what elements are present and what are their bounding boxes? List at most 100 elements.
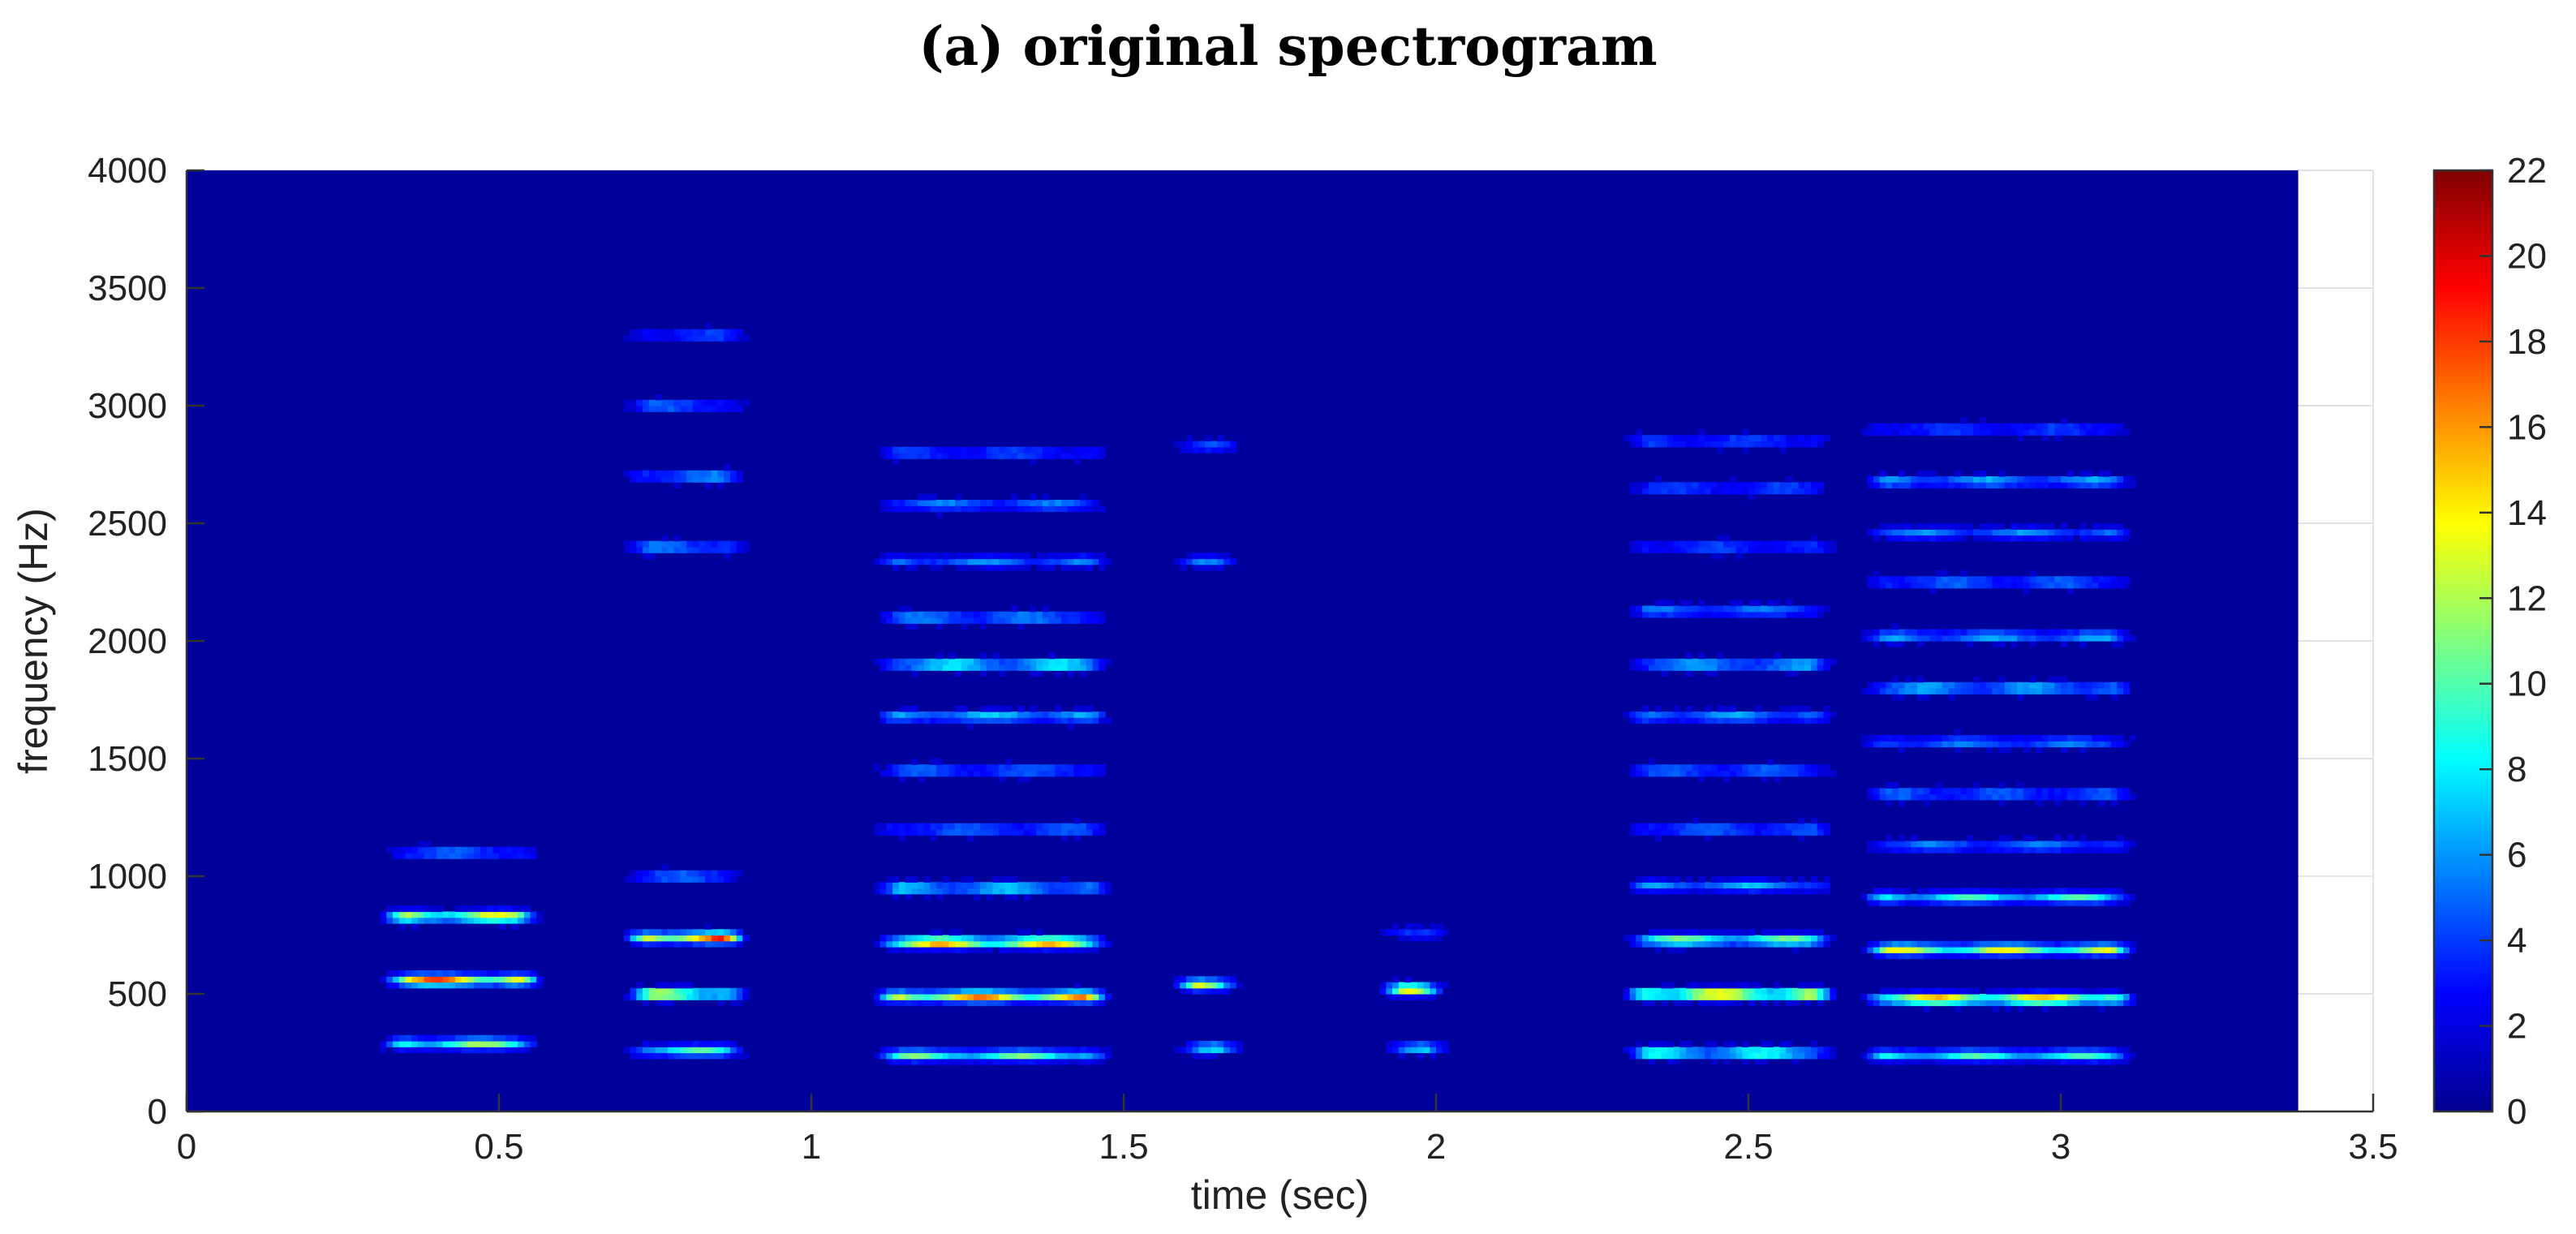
heatmap-cell <box>961 1058 969 1065</box>
heatmap-cell <box>1055 1000 1062 1007</box>
heatmap-cell <box>1636 435 1643 442</box>
heatmap-cell <box>624 929 631 936</box>
heatmap-cell <box>1798 664 1805 671</box>
heatmap-cell <box>518 976 525 983</box>
heatmap-cell <box>898 764 906 772</box>
heatmap-cell <box>1936 681 1943 689</box>
heatmap-cell <box>511 1034 518 1042</box>
heatmap-cell <box>667 987 675 995</box>
heatmap-cell <box>942 1058 949 1065</box>
heatmap-cell <box>967 712 974 718</box>
heatmap-cell <box>686 470 694 477</box>
heatmap-cell <box>1661 600 1668 607</box>
heatmap-cell <box>942 617 949 624</box>
heatmap-cell <box>1942 688 1949 694</box>
heatmap-cell <box>430 1041 437 1047</box>
heatmap-cell <box>936 893 944 901</box>
heatmap-cell <box>736 987 743 995</box>
heatmap-cell <box>1773 611 1781 618</box>
heatmap-cell <box>1223 441 1231 448</box>
heatmap-cell <box>1710 658 1718 665</box>
heatmap-cell <box>942 882 949 889</box>
heatmap-cell <box>486 970 493 977</box>
heatmap-cell <box>1804 770 1812 777</box>
heatmap-cell <box>1892 423 1899 430</box>
heatmap-cell <box>1636 994 1643 1000</box>
heatmap-cell <box>2079 987 2087 995</box>
heatmap-cell <box>1898 429 1906 436</box>
heatmap-cell <box>2054 1058 2062 1065</box>
heatmap-cell <box>736 329 743 336</box>
heatmap-cell <box>1217 987 1224 995</box>
heatmap-cell <box>1735 553 1743 560</box>
heatmap-cell <box>1886 846 1893 853</box>
heatmap-cell <box>1748 493 1756 501</box>
heatmap-cell <box>905 1000 912 1007</box>
heatmap-cell <box>630 994 637 1000</box>
heatmap-cell <box>1973 940 1980 948</box>
heatmap-cell <box>2066 888 2074 895</box>
heatmap-cell <box>1666 611 1675 618</box>
heatmap-cell <box>1648 1058 1656 1065</box>
heatmap-cell <box>1979 893 1987 901</box>
heatmap-cell <box>667 1052 675 1060</box>
heatmap-cell <box>1036 935 1043 942</box>
heatmap-cell <box>1086 935 1094 942</box>
heatmap-cell <box>1229 446 1237 454</box>
heatmap-cell <box>1830 1047 1837 1054</box>
heatmap-cell <box>974 664 981 671</box>
heatmap-cell <box>636 1047 643 1054</box>
heatmap-cell <box>911 987 918 995</box>
heatmap-cell <box>492 1047 500 1054</box>
axes: 0 0.5 1 1.5 2 2.5 3 3.5050010001500200025003000… <box>88 151 2398 1167</box>
heatmap-cell <box>1929 476 1937 483</box>
heatmap-cell <box>430 982 437 989</box>
heatmap-cell <box>1948 694 1955 701</box>
heatmap-cell <box>1811 929 1818 936</box>
heatmap-cell <box>992 446 1000 454</box>
heatmap-cell <box>1830 935 1837 942</box>
heatmap-cell <box>1642 717 1649 724</box>
heatmap-cell <box>2041 888 2049 895</box>
heatmap-cell <box>673 335 681 342</box>
heatmap-cell <box>1636 482 1643 489</box>
heatmap-cell <box>942 770 949 777</box>
heatmap-cell <box>2110 629 2118 636</box>
heatmap-cell <box>1773 435 1781 442</box>
heatmap-cell <box>1229 441 1237 448</box>
heatmap-cell <box>636 547 643 553</box>
heatmap-cell <box>648 470 656 477</box>
heatmap-cell <box>1985 952 1993 960</box>
heatmap-cell <box>886 712 893 718</box>
heatmap-cell <box>1960 841 1968 848</box>
heatmap-cell <box>1086 1000 1094 1007</box>
heatmap-cell <box>1967 835 1974 842</box>
heatmap-cell <box>1717 547 1724 553</box>
x-tick-label: 1.5 <box>1099 1127 1148 1167</box>
heatmap-cell <box>1811 1041 1818 1047</box>
heatmap-cell <box>1798 876 1805 883</box>
heatmap-cell <box>1867 423 1874 430</box>
heatmap-cell <box>1723 705 1731 712</box>
heatmap-cell <box>1873 1058 1881 1065</box>
heatmap-cell <box>1048 994 1056 1000</box>
heatmap-cell <box>1661 482 1668 489</box>
heatmap-cell <box>1916 947 1924 953</box>
heatmap-cell <box>1886 529 1893 536</box>
heatmap-cell <box>1979 1000 1987 1007</box>
heatmap-cell <box>1761 611 1768 618</box>
heatmap-cell <box>1754 1058 1761 1065</box>
heatmap-cell <box>2023 681 2031 689</box>
heatmap-cell <box>1742 540 1749 548</box>
heatmap-cell <box>1048 658 1056 665</box>
heatmap-cell <box>449 1041 456 1047</box>
heatmap-cell <box>936 1000 944 1007</box>
heatmap-cell <box>955 770 962 777</box>
heatmap-cell <box>499 905 506 913</box>
heatmap-cell <box>705 929 712 936</box>
heatmap-cell <box>2079 681 2087 689</box>
heatmap-cell <box>1011 829 1018 836</box>
heatmap-cell <box>1742 446 1749 454</box>
heatmap-cell <box>1942 1052 1949 1060</box>
heatmap-cell <box>905 617 912 624</box>
